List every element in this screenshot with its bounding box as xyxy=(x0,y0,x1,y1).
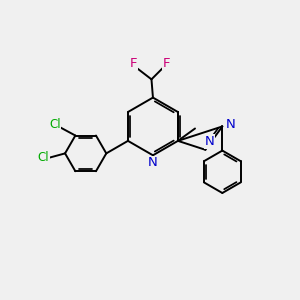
Text: N: N xyxy=(148,156,158,169)
Text: N: N xyxy=(226,118,236,131)
Text: F: F xyxy=(130,57,137,70)
Text: N: N xyxy=(205,135,215,148)
Text: Cl: Cl xyxy=(49,118,61,131)
Text: F: F xyxy=(162,57,170,70)
Text: Cl: Cl xyxy=(38,151,50,164)
